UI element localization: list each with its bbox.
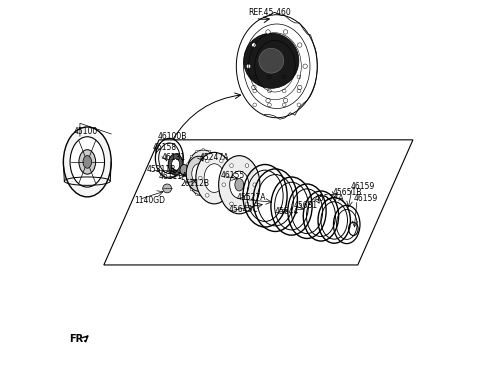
Circle shape (219, 194, 223, 197)
Ellipse shape (168, 154, 183, 175)
Ellipse shape (196, 152, 233, 204)
Text: 45100: 45100 (73, 127, 98, 136)
Circle shape (259, 48, 284, 73)
Circle shape (283, 30, 288, 34)
Ellipse shape (79, 150, 96, 174)
Text: REF.45-460: REF.45-460 (248, 8, 291, 17)
Circle shape (227, 176, 230, 180)
Text: 46155: 46155 (221, 171, 245, 180)
Circle shape (252, 43, 256, 47)
Ellipse shape (192, 164, 206, 184)
Circle shape (196, 150, 198, 152)
Text: 46100B: 46100B (157, 132, 187, 141)
Circle shape (163, 184, 171, 193)
Circle shape (209, 150, 211, 152)
Circle shape (245, 202, 249, 206)
Circle shape (298, 43, 302, 47)
Circle shape (205, 159, 209, 163)
Text: 46158: 46158 (153, 144, 177, 152)
Circle shape (230, 202, 233, 206)
Circle shape (244, 33, 299, 88)
Text: 46159: 46159 (354, 194, 378, 203)
Circle shape (245, 164, 249, 167)
Circle shape (230, 164, 233, 167)
Circle shape (266, 30, 270, 34)
Ellipse shape (204, 164, 224, 192)
Circle shape (198, 176, 202, 180)
Ellipse shape (171, 159, 180, 170)
Ellipse shape (70, 137, 105, 187)
Text: FR.: FR. (69, 334, 87, 344)
Ellipse shape (187, 150, 220, 196)
Text: 45527A: 45527A (237, 194, 266, 202)
Circle shape (190, 188, 192, 191)
Text: 26112B: 26112B (180, 179, 209, 188)
Ellipse shape (235, 178, 244, 191)
Circle shape (214, 188, 216, 191)
Circle shape (196, 194, 198, 196)
Circle shape (219, 172, 221, 174)
Circle shape (252, 85, 256, 90)
Circle shape (246, 64, 251, 68)
Ellipse shape (230, 171, 249, 198)
Text: 46131: 46131 (161, 153, 185, 162)
Text: 45681: 45681 (293, 201, 317, 210)
Circle shape (185, 172, 187, 174)
Circle shape (253, 183, 256, 187)
Circle shape (205, 194, 209, 197)
Ellipse shape (63, 127, 111, 197)
Text: 45247A: 45247A (200, 153, 229, 162)
Text: 46111A: 46111A (158, 172, 188, 181)
Text: 45643C: 45643C (229, 205, 259, 214)
Text: 45651B: 45651B (333, 188, 362, 197)
Circle shape (298, 85, 302, 90)
Ellipse shape (193, 159, 213, 187)
Text: 45644: 45644 (274, 207, 299, 216)
Circle shape (218, 163, 220, 165)
Text: 46159: 46159 (350, 182, 375, 191)
Ellipse shape (180, 164, 188, 176)
Circle shape (218, 181, 220, 183)
Circle shape (214, 155, 216, 158)
Circle shape (186, 163, 189, 165)
Text: 45577A: 45577A (315, 194, 344, 203)
Ellipse shape (186, 156, 211, 191)
Text: 1140GD: 1140GD (134, 196, 166, 205)
Text: 45311B: 45311B (146, 165, 175, 174)
Ellipse shape (219, 156, 260, 214)
Ellipse shape (83, 156, 92, 168)
Circle shape (186, 181, 189, 183)
Circle shape (219, 159, 223, 163)
Circle shape (266, 98, 270, 103)
Circle shape (283, 98, 288, 103)
Circle shape (202, 148, 204, 151)
Circle shape (209, 194, 211, 196)
Circle shape (202, 195, 204, 198)
Circle shape (303, 64, 307, 68)
Circle shape (190, 155, 192, 158)
Circle shape (222, 183, 226, 187)
